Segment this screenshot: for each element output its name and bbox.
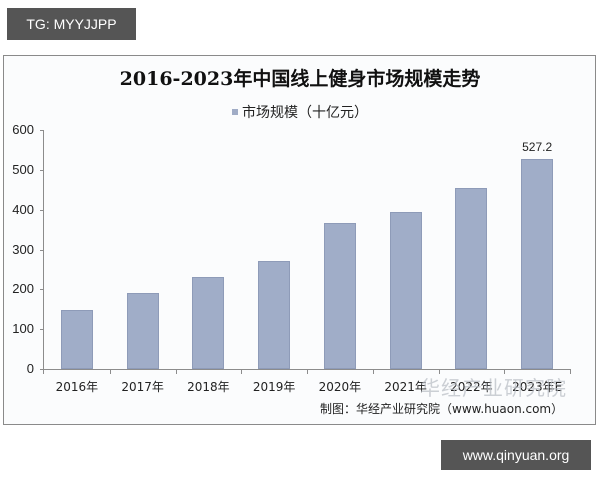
y-tick (40, 329, 44, 331)
y-tick (40, 209, 44, 211)
bar-2019年 (258, 260, 291, 369)
x-tick (109, 369, 111, 374)
chart-title: 2016-2023年中国线上健身市场规模走势 (119, 68, 481, 90)
bar-2017年 (126, 292, 159, 369)
x-tick-label: 2017年 (121, 380, 164, 394)
x-tick-label: 2020年 (318, 380, 362, 394)
bar-2018年 (192, 276, 225, 369)
y-tick-label: 400 (12, 201, 34, 217)
y-tick-label: 600 (12, 122, 34, 137)
y-tick-label: 100 (12, 321, 34, 337)
y-tick-label: 500 (12, 161, 34, 177)
x-tick (175, 369, 177, 374)
site-badge: www.qinyuan.org (441, 440, 591, 470)
x-tick (307, 369, 308, 374)
x-tick-label: 2019年 (252, 380, 296, 394)
x-tick-label: 2016年 (55, 380, 99, 394)
bar-2023年E (521, 158, 554, 369)
chart-frame (3, 55, 596, 425)
x-tick-label: 2023年E (512, 380, 563, 394)
x-tick (372, 369, 374, 374)
y-tick (40, 130, 44, 131)
x-tick (570, 369, 571, 374)
x-tick (241, 369, 243, 374)
x-tick-label: 2021年 (384, 380, 427, 394)
y-tick (40, 249, 44, 251)
bar-2020年 (323, 222, 356, 369)
y-tick (40, 369, 44, 370)
legend-label: 市场规模（十亿元） (242, 105, 368, 121)
y-tick-label: 300 (12, 241, 34, 257)
chart-legend: 市场规模（十亿元） (0, 102, 600, 122)
y-tick-label: 0 (26, 361, 34, 376)
x-tick (43, 369, 44, 374)
x-axis (40, 369, 570, 370)
y-tick-label: 200 (12, 281, 34, 297)
bar-2021年 (389, 211, 422, 369)
y-tick (40, 169, 44, 171)
x-tick (438, 369, 440, 374)
bar-2022年 (455, 187, 488, 369)
x-tick-label: 2022年 (450, 380, 493, 394)
legend-swatch (232, 109, 238, 115)
source-note: 制图：华经产业研究院（www.huaon.com） (320, 402, 564, 416)
y-tick (40, 289, 44, 291)
x-tick-label: 2018年 (187, 380, 230, 394)
data-label: 527.2 (522, 139, 553, 154)
tag-badge: TG: MYYJJPP (7, 8, 136, 40)
bar-2016年 (60, 310, 93, 369)
x-tick (504, 369, 506, 374)
